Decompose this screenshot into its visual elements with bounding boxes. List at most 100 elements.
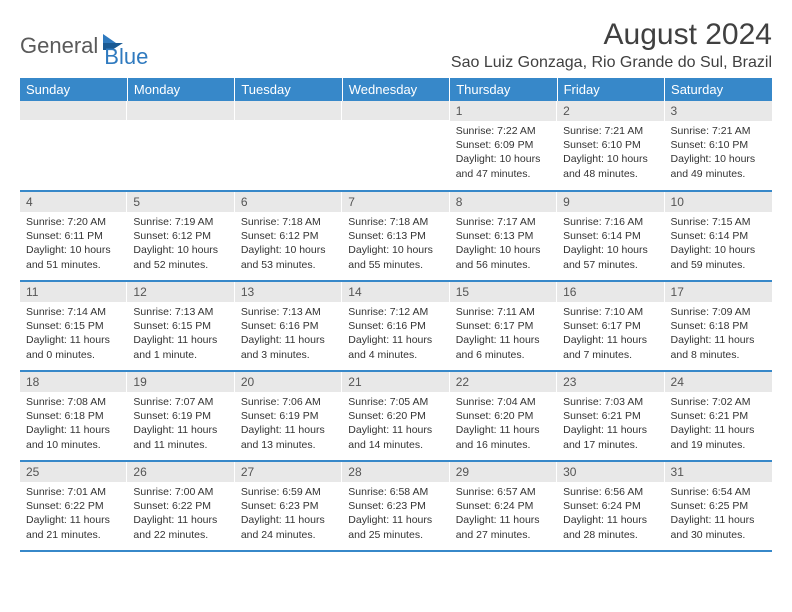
day-detail-line: Sunrise: 6:54 AM [671, 485, 766, 499]
day-detail-line: Sunset: 6:16 PM [241, 319, 336, 333]
day-details: Sunrise: 7:21 AMSunset: 6:10 PMDaylight:… [665, 121, 772, 185]
day-number: 30 [557, 462, 664, 482]
brand-text-a: General [20, 33, 98, 59]
day-detail-line: Sunrise: 7:17 AM [456, 215, 551, 229]
calendar-day-cell: 23Sunrise: 7:03 AMSunset: 6:21 PMDayligh… [557, 371, 664, 461]
day-detail-line: and 51 minutes. [26, 258, 121, 272]
day-detail-line: Sunset: 6:19 PM [133, 409, 228, 423]
day-detail-line: Sunset: 6:14 PM [671, 229, 766, 243]
day-detail-line: Daylight: 11 hours [133, 513, 228, 527]
calendar-day-cell [127, 101, 234, 191]
day-number: 24 [665, 372, 772, 392]
day-details: Sunrise: 7:06 AMSunset: 6:19 PMDaylight:… [235, 392, 342, 456]
day-detail-line: Sunrise: 7:22 AM [456, 124, 551, 138]
day-details [127, 120, 234, 180]
day-details: Sunrise: 7:22 AMSunset: 6:09 PMDaylight:… [450, 121, 557, 185]
day-details: Sunrise: 7:11 AMSunset: 6:17 PMDaylight:… [450, 302, 557, 366]
day-details: Sunrise: 7:15 AMSunset: 6:14 PMDaylight:… [665, 212, 772, 276]
calendar-week-row: 4Sunrise: 7:20 AMSunset: 6:11 PMDaylight… [20, 191, 772, 281]
calendar-day-cell: 14Sunrise: 7:12 AMSunset: 6:16 PMDayligh… [342, 281, 449, 371]
day-number: 12 [127, 282, 234, 302]
day-detail-line: Daylight: 10 hours [133, 243, 228, 257]
day-detail-line: Sunset: 6:11 PM [26, 229, 121, 243]
day-details: Sunrise: 7:08 AMSunset: 6:18 PMDaylight:… [20, 392, 127, 456]
calendar-day-cell: 9Sunrise: 7:16 AMSunset: 6:14 PMDaylight… [557, 191, 664, 281]
day-details: Sunrise: 7:09 AMSunset: 6:18 PMDaylight:… [665, 302, 772, 366]
day-detail-line: and 0 minutes. [26, 348, 121, 362]
calendar-day-cell: 15Sunrise: 7:11 AMSunset: 6:17 PMDayligh… [450, 281, 557, 371]
day-detail-line: Sunrise: 6:56 AM [563, 485, 658, 499]
day-details [342, 120, 449, 180]
day-number: 29 [450, 462, 557, 482]
calendar-day-cell: 22Sunrise: 7:04 AMSunset: 6:20 PMDayligh… [450, 371, 557, 461]
day-details: Sunrise: 7:00 AMSunset: 6:22 PMDaylight:… [127, 482, 234, 546]
day-number: 3 [665, 101, 772, 121]
day-detail-line: and 28 minutes. [563, 528, 658, 542]
day-details: Sunrise: 7:03 AMSunset: 6:21 PMDaylight:… [557, 392, 664, 456]
calendar-day-cell [235, 101, 342, 191]
day-details: Sunrise: 7:20 AMSunset: 6:11 PMDaylight:… [20, 212, 127, 276]
day-detail-line: and 11 minutes. [133, 438, 228, 452]
day-detail-line: Sunrise: 6:57 AM [456, 485, 551, 499]
day-detail-line: Daylight: 11 hours [456, 423, 551, 437]
calendar-day-cell: 5Sunrise: 7:19 AMSunset: 6:12 PMDaylight… [127, 191, 234, 281]
calendar-day-cell: 7Sunrise: 7:18 AMSunset: 6:13 PMDaylight… [342, 191, 449, 281]
day-number: 20 [235, 372, 342, 392]
day-number [342, 101, 449, 120]
day-detail-line: and 57 minutes. [563, 258, 658, 272]
calendar-table: Sunday Monday Tuesday Wednesday Thursday… [20, 78, 772, 552]
day-details: Sunrise: 7:19 AMSunset: 6:12 PMDaylight:… [127, 212, 234, 276]
day-number: 4 [20, 192, 127, 212]
day-detail-line: Sunrise: 7:06 AM [241, 395, 336, 409]
day-details: Sunrise: 7:18 AMSunset: 6:12 PMDaylight:… [235, 212, 342, 276]
day-detail-line: Sunset: 6:20 PM [348, 409, 443, 423]
day-detail-line: and 1 minute. [133, 348, 228, 362]
day-detail-line: Sunset: 6:10 PM [671, 138, 766, 152]
day-detail-line: Sunset: 6:19 PM [241, 409, 336, 423]
day-number: 11 [20, 282, 127, 302]
day-details: Sunrise: 7:14 AMSunset: 6:15 PMDaylight:… [20, 302, 127, 366]
day-detail-line: Daylight: 11 hours [563, 333, 658, 347]
title-block: August 2024 Sao Luiz Gonzaga, Rio Grande… [451, 18, 772, 72]
day-number: 27 [235, 462, 342, 482]
day-detail-line: Daylight: 11 hours [563, 423, 658, 437]
day-detail-line: Sunset: 6:15 PM [133, 319, 228, 333]
day-detail-line: Sunrise: 7:16 AM [563, 215, 658, 229]
weekday-header: Friday [557, 78, 664, 101]
day-detail-line: Sunrise: 7:10 AM [563, 305, 658, 319]
day-detail-line: Sunset: 6:17 PM [456, 319, 551, 333]
day-detail-line: Daylight: 11 hours [348, 513, 443, 527]
day-detail-line: and 6 minutes. [456, 348, 551, 362]
day-detail-line: and 59 minutes. [671, 258, 766, 272]
day-detail-line: Sunset: 6:16 PM [348, 319, 443, 333]
day-details: Sunrise: 7:07 AMSunset: 6:19 PMDaylight:… [127, 392, 234, 456]
weekday-header: Monday [127, 78, 234, 101]
day-details [235, 120, 342, 180]
day-number: 2 [557, 101, 664, 121]
calendar-week-row: 18Sunrise: 7:08 AMSunset: 6:18 PMDayligh… [20, 371, 772, 461]
day-details: Sunrise: 6:56 AMSunset: 6:24 PMDaylight:… [557, 482, 664, 546]
day-detail-line: and 22 minutes. [133, 528, 228, 542]
day-details: Sunrise: 7:17 AMSunset: 6:13 PMDaylight:… [450, 212, 557, 276]
day-details: Sunrise: 6:54 AMSunset: 6:25 PMDaylight:… [665, 482, 772, 546]
day-detail-line: Sunrise: 6:59 AM [241, 485, 336, 499]
day-number: 31 [665, 462, 772, 482]
day-detail-line: Sunrise: 7:11 AM [456, 305, 551, 319]
day-number: 8 [450, 192, 557, 212]
day-detail-line: Sunrise: 7:01 AM [26, 485, 121, 499]
day-detail-line: Daylight: 11 hours [456, 513, 551, 527]
weekday-header: Saturday [665, 78, 772, 101]
calendar-day-cell: 20Sunrise: 7:06 AMSunset: 6:19 PMDayligh… [235, 371, 342, 461]
day-detail-line: Daylight: 10 hours [671, 152, 766, 166]
day-detail-line: Sunrise: 7:21 AM [563, 124, 658, 138]
day-details: Sunrise: 7:01 AMSunset: 6:22 PMDaylight:… [20, 482, 127, 546]
calendar-day-cell: 13Sunrise: 7:13 AMSunset: 6:16 PMDayligh… [235, 281, 342, 371]
calendar-day-cell: 24Sunrise: 7:02 AMSunset: 6:21 PMDayligh… [665, 371, 772, 461]
day-detail-line: Daylight: 11 hours [241, 513, 336, 527]
day-detail-line: Daylight: 11 hours [133, 423, 228, 437]
day-number: 7 [342, 192, 449, 212]
day-detail-line: Daylight: 11 hours [563, 513, 658, 527]
day-detail-line: Sunrise: 7:07 AM [133, 395, 228, 409]
page-header: General Blue August 2024 Sao Luiz Gonzag… [20, 18, 772, 72]
day-detail-line: Sunrise: 7:18 AM [348, 215, 443, 229]
